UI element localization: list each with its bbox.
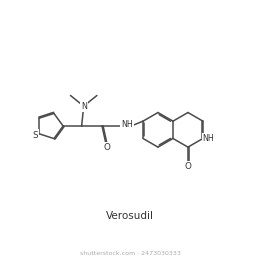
Text: shutterstock.com · 2473030333: shutterstock.com · 2473030333 bbox=[80, 251, 180, 256]
Text: NH: NH bbox=[203, 134, 214, 143]
Text: S: S bbox=[32, 130, 38, 139]
Text: N: N bbox=[81, 102, 87, 111]
Text: Verosudil: Verosudil bbox=[106, 211, 154, 221]
Text: NH: NH bbox=[121, 120, 133, 129]
Text: O: O bbox=[103, 143, 110, 152]
Text: O: O bbox=[185, 162, 191, 171]
